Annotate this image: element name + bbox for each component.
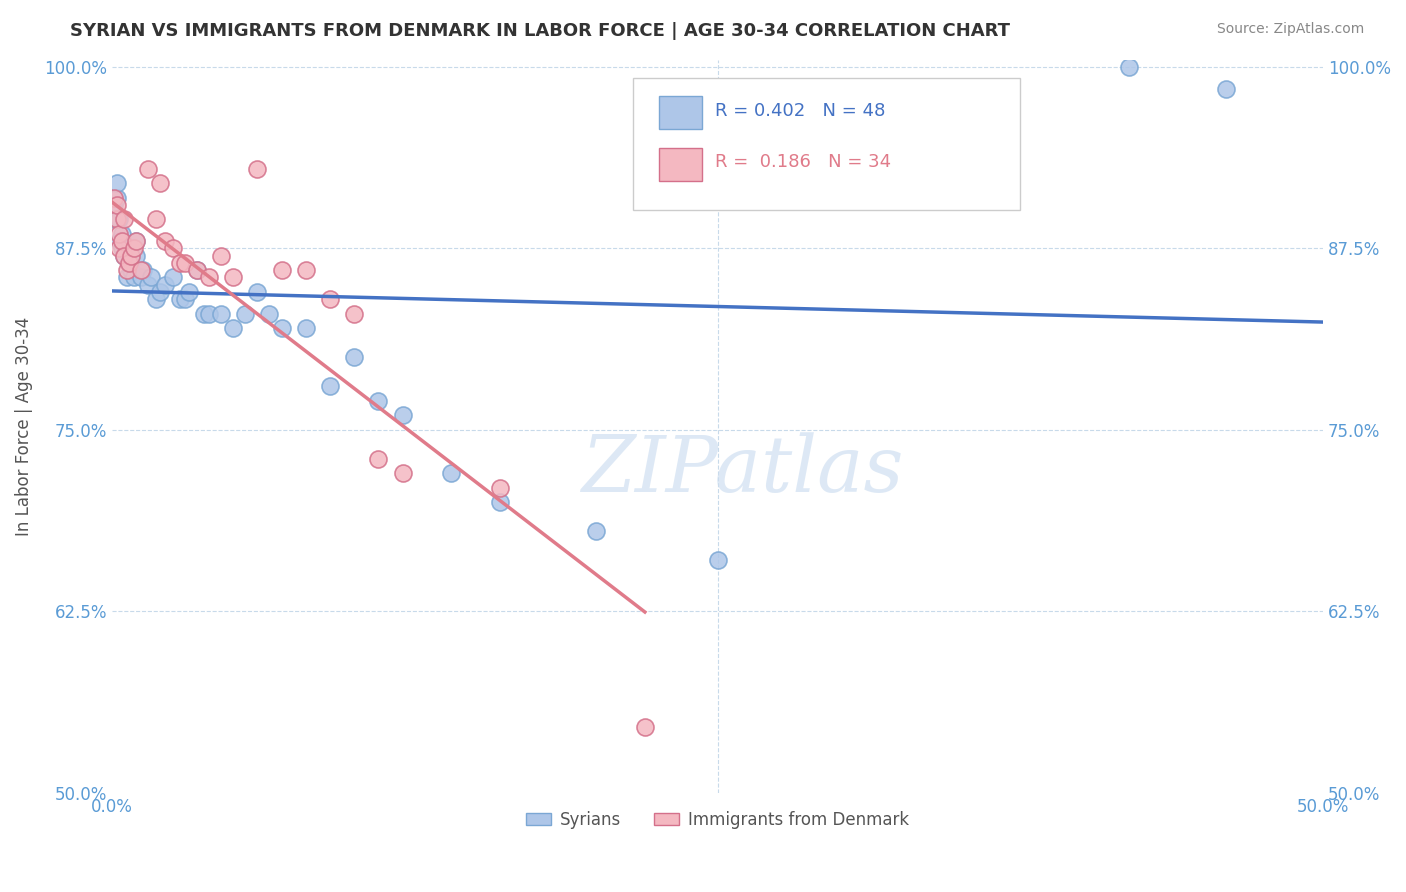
Point bbox=[209, 249, 232, 263]
Point bbox=[193, 307, 215, 321]
Point bbox=[115, 263, 138, 277]
Point bbox=[162, 242, 184, 256]
Point bbox=[139, 270, 162, 285]
Point bbox=[122, 270, 145, 285]
Point bbox=[108, 212, 131, 227]
Point bbox=[108, 242, 131, 256]
Point bbox=[108, 234, 131, 248]
Text: R =  0.186   N = 34: R = 0.186 N = 34 bbox=[716, 153, 891, 171]
Point bbox=[155, 234, 177, 248]
Point bbox=[103, 191, 125, 205]
Point bbox=[105, 176, 128, 190]
Text: Source: ZipAtlas.com: Source: ZipAtlas.com bbox=[1216, 22, 1364, 37]
Point bbox=[246, 161, 269, 176]
Point bbox=[294, 321, 316, 335]
Point bbox=[136, 161, 159, 176]
Point bbox=[209, 307, 232, 321]
Point bbox=[706, 553, 728, 567]
Point bbox=[103, 198, 125, 212]
Point bbox=[198, 270, 221, 285]
Point bbox=[112, 249, 135, 263]
Point bbox=[198, 307, 221, 321]
Point bbox=[1215, 82, 1237, 96]
Point bbox=[343, 351, 366, 365]
Point bbox=[125, 234, 148, 248]
Y-axis label: In Labor Force | Age 30-34: In Labor Force | Age 30-34 bbox=[15, 317, 32, 536]
Point bbox=[488, 481, 510, 495]
Point bbox=[169, 292, 191, 306]
Point bbox=[112, 212, 135, 227]
Point bbox=[634, 720, 657, 734]
Point bbox=[169, 256, 191, 270]
Point bbox=[222, 321, 245, 335]
Point bbox=[294, 263, 316, 277]
Point bbox=[122, 242, 145, 256]
Point bbox=[111, 227, 134, 241]
Text: SYRIAN VS IMMIGRANTS FROM DENMARK IN LABOR FORCE | AGE 30-34 CORRELATION CHART: SYRIAN VS IMMIGRANTS FROM DENMARK IN LAB… bbox=[70, 22, 1011, 40]
Point bbox=[440, 467, 463, 481]
Text: R = 0.402   N = 48: R = 0.402 N = 48 bbox=[716, 102, 886, 120]
Point bbox=[105, 191, 128, 205]
Point bbox=[162, 270, 184, 285]
Point bbox=[145, 292, 167, 306]
FancyBboxPatch shape bbox=[659, 96, 702, 129]
Point bbox=[129, 270, 152, 285]
Point bbox=[132, 263, 155, 277]
Point bbox=[319, 292, 342, 306]
Point bbox=[120, 249, 142, 263]
Point bbox=[115, 270, 138, 285]
Point bbox=[149, 285, 172, 299]
Point bbox=[120, 249, 142, 263]
Point bbox=[173, 292, 195, 306]
Point bbox=[246, 285, 269, 299]
Point bbox=[129, 263, 152, 277]
Point bbox=[259, 307, 281, 321]
Point bbox=[145, 212, 167, 227]
Point bbox=[1118, 60, 1140, 74]
Point bbox=[319, 379, 342, 393]
Point bbox=[108, 227, 131, 241]
Point bbox=[118, 242, 141, 256]
Point bbox=[173, 256, 195, 270]
Point bbox=[125, 234, 148, 248]
Point bbox=[233, 307, 256, 321]
Point bbox=[111, 234, 134, 248]
Point bbox=[105, 198, 128, 212]
Point bbox=[391, 467, 413, 481]
Point bbox=[136, 277, 159, 292]
Point bbox=[488, 495, 510, 509]
Point bbox=[111, 242, 134, 256]
Point bbox=[155, 277, 177, 292]
Point bbox=[222, 270, 245, 285]
Point bbox=[367, 393, 389, 408]
Point bbox=[149, 176, 172, 190]
Point bbox=[585, 524, 607, 539]
Point bbox=[343, 307, 366, 321]
Text: ZIPatlas: ZIPatlas bbox=[581, 432, 903, 508]
Point bbox=[391, 409, 413, 423]
Point bbox=[118, 256, 141, 270]
FancyBboxPatch shape bbox=[659, 148, 702, 181]
Point bbox=[112, 249, 135, 263]
Legend: Syrians, Immigrants from Denmark: Syrians, Immigrants from Denmark bbox=[520, 805, 915, 836]
Point bbox=[103, 212, 125, 227]
Point bbox=[179, 285, 201, 299]
Point bbox=[105, 212, 128, 227]
Point bbox=[186, 263, 208, 277]
Point bbox=[367, 451, 389, 466]
Point bbox=[120, 263, 142, 277]
Point bbox=[270, 321, 292, 335]
Point bbox=[125, 249, 148, 263]
Point bbox=[270, 263, 292, 277]
Point bbox=[118, 256, 141, 270]
Point bbox=[186, 263, 208, 277]
FancyBboxPatch shape bbox=[633, 78, 1021, 210]
